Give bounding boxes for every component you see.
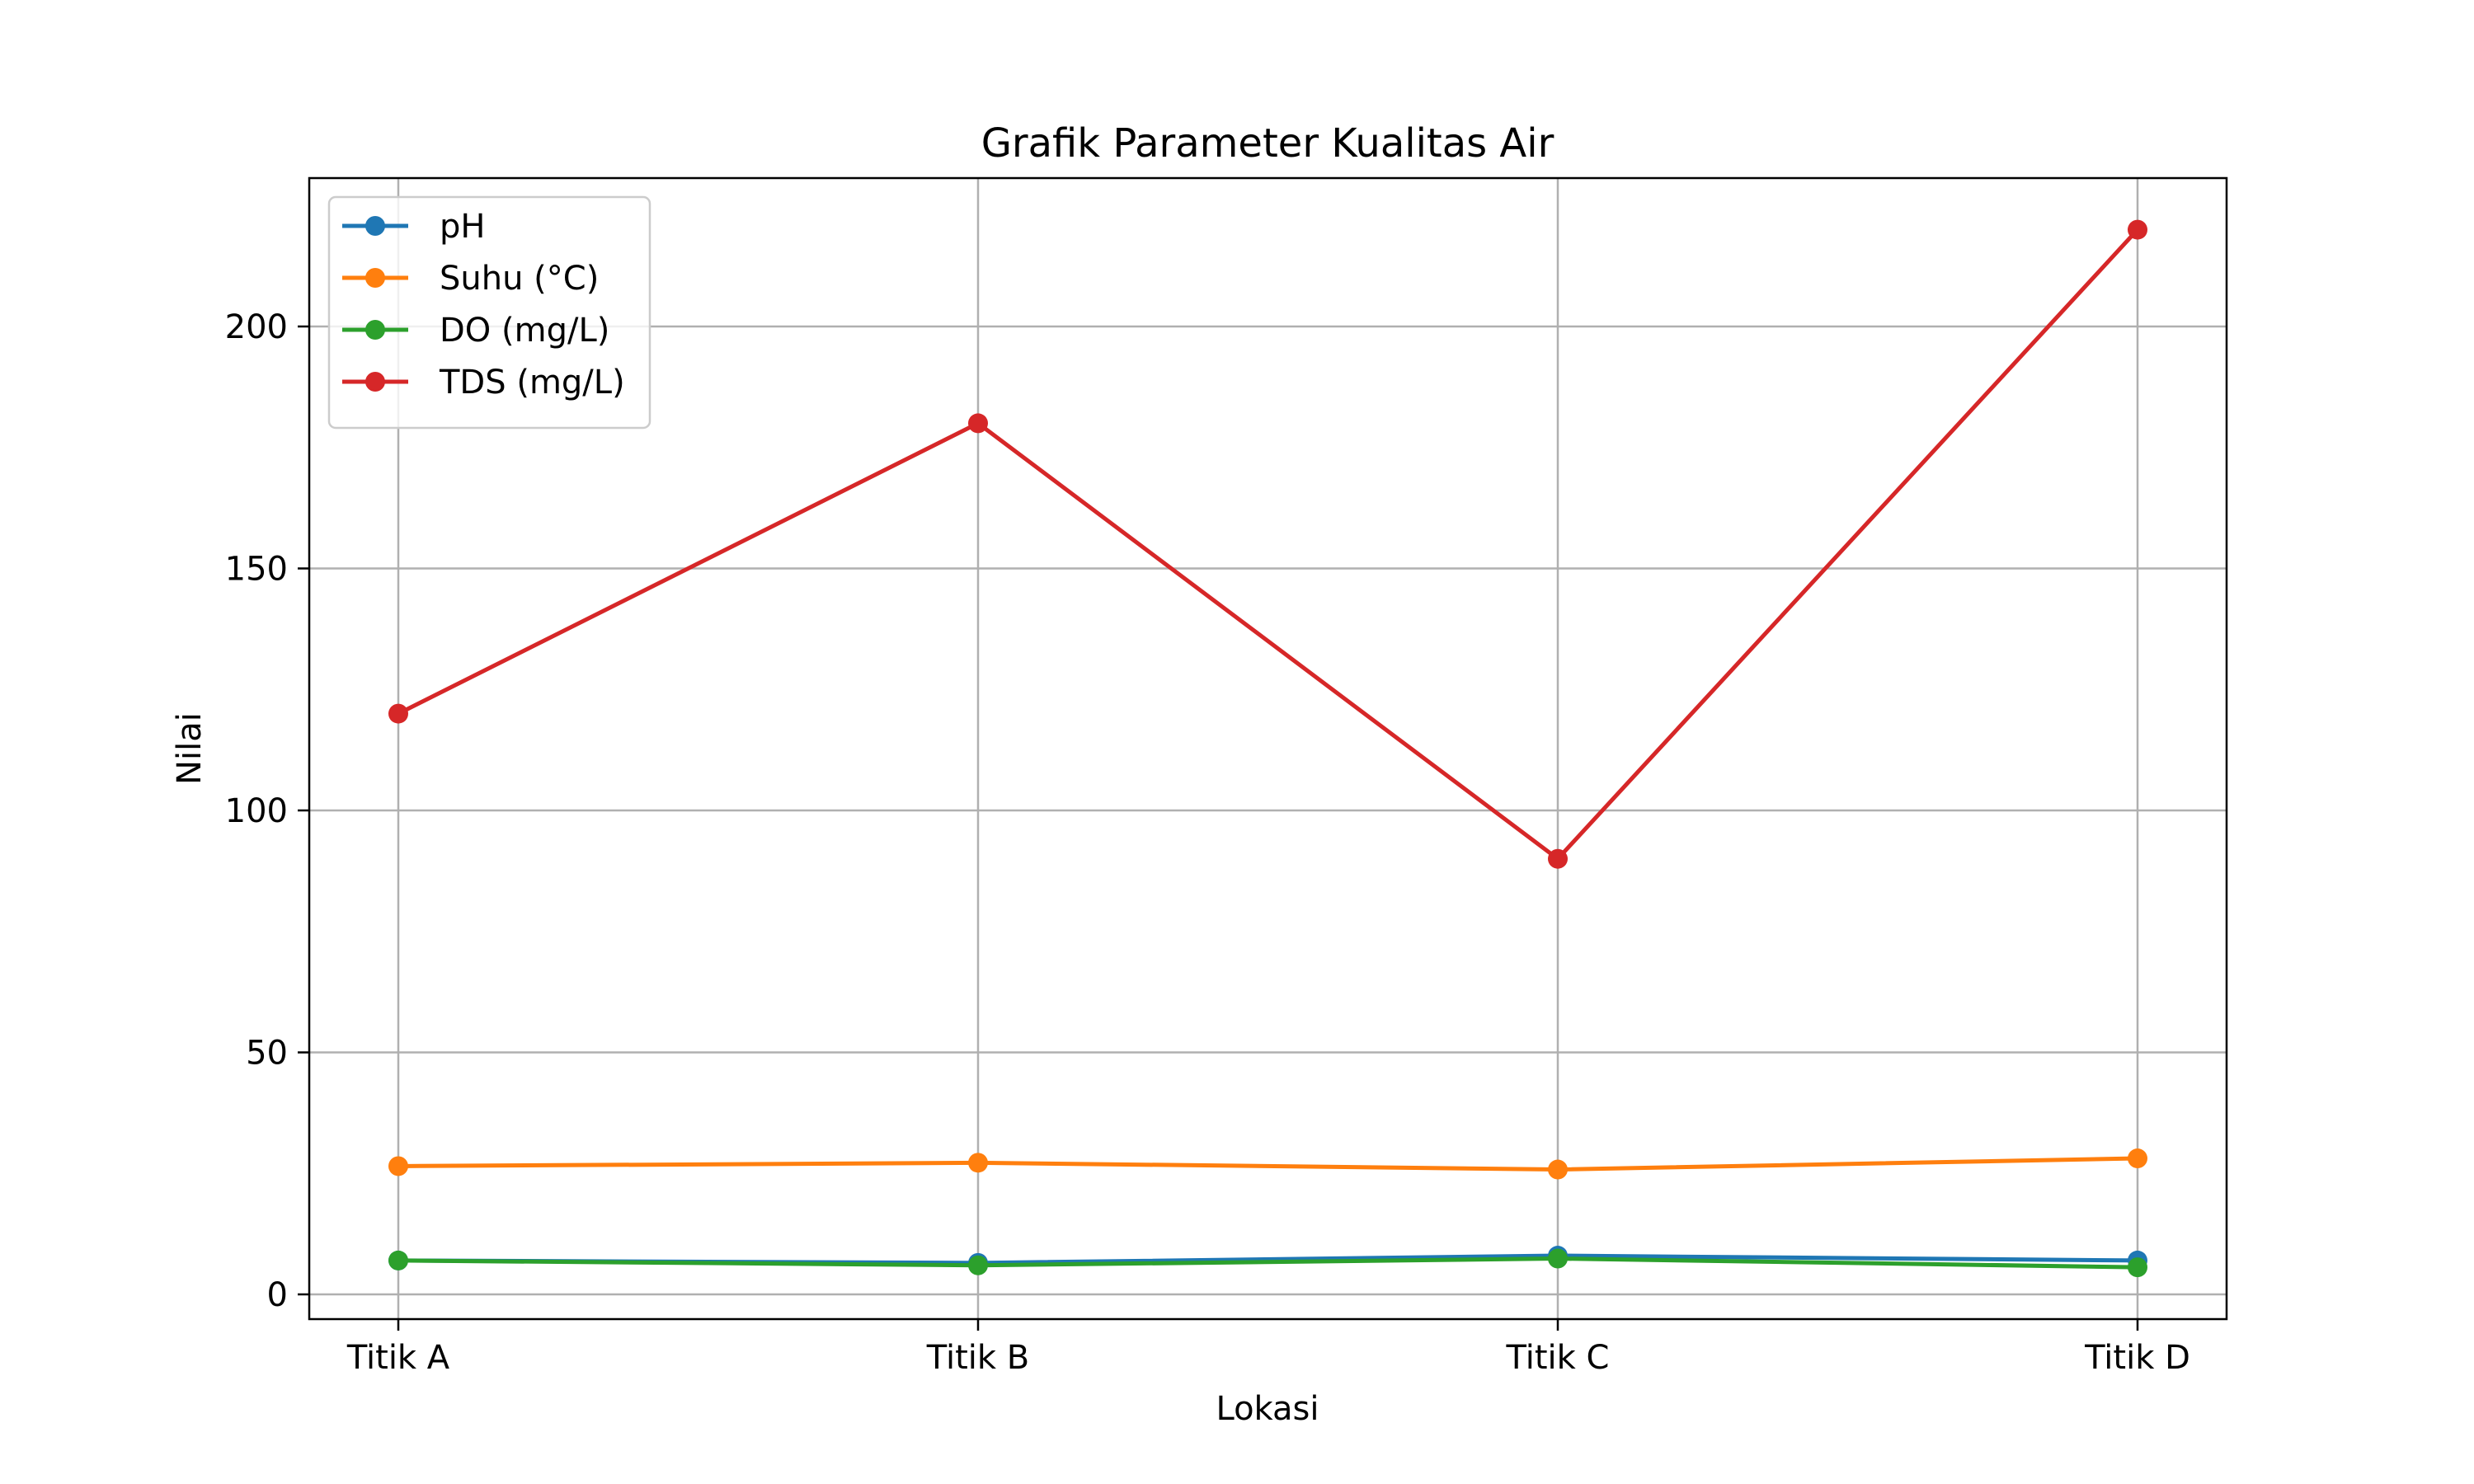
y-tick-label: 150 [225, 551, 288, 589]
legend-item: DO (mg/L) [342, 312, 609, 350]
data-point [1548, 848, 1568, 869]
data-point [388, 703, 408, 724]
series-line [397, 228, 2139, 862]
legend: pH Suhu (°C) DO (mg/L) TDS (mg/L) [327, 195, 651, 430]
legend-box [327, 195, 651, 430]
y-axis-label: Nilai [171, 712, 209, 785]
legend-marker [365, 216, 385, 236]
y-tick-label: 50 [246, 1035, 288, 1073]
series-1 [388, 1148, 2147, 1180]
legend-marker [365, 372, 385, 392]
x-tick-label: Titik C [1506, 1339, 1610, 1377]
x-tick-label: Titik B [926, 1339, 1029, 1377]
data-point [968, 1153, 988, 1173]
legend-marker [365, 268, 385, 288]
grid [309, 178, 2227, 1319]
legend-label: pH [440, 208, 485, 246]
series-line [397, 1256, 2138, 1270]
y-tick-label: 100 [225, 792, 288, 830]
y-tick-label: 0 [267, 1276, 288, 1314]
legend-item: TDS (mg/L) [342, 364, 625, 402]
legend-item: pH [342, 208, 485, 246]
data-point [1548, 1248, 1568, 1269]
legend-label: DO (mg/L) [440, 312, 609, 350]
data-point [2128, 1148, 2147, 1169]
axis-ticks: Titik A Titik B Titik C Titik D 0 50 100 150 200 [225, 308, 2190, 1377]
series-line [397, 1156, 2138, 1172]
legend-label: TDS (mg/L) [439, 364, 625, 402]
legend-label: Suhu (°C) [440, 260, 599, 298]
series-layer [388, 219, 2147, 1278]
data-point [388, 1156, 408, 1176]
data-point [2128, 219, 2147, 240]
chart-title: Grafik Parameter Kualitas Air [981, 120, 1554, 167]
x-tick-label: Titik A [346, 1339, 450, 1377]
x-tick-label: Titik D [2084, 1339, 2190, 1377]
plot-frame [308, 176, 2228, 1321]
data-point [2128, 1257, 2147, 1278]
x-axis-label: Lokasi [1216, 1390, 1319, 1428]
data-point [968, 413, 988, 434]
series-2 [388, 1248, 2147, 1278]
data-point [1548, 1159, 1568, 1180]
data-point [388, 1250, 408, 1270]
data-point [968, 1255, 988, 1275]
legend-marker [365, 320, 385, 340]
y-tick-label: 200 [225, 308, 288, 346]
legend-item: Suhu (°C) [342, 260, 599, 298]
series-3 [388, 219, 2147, 869]
